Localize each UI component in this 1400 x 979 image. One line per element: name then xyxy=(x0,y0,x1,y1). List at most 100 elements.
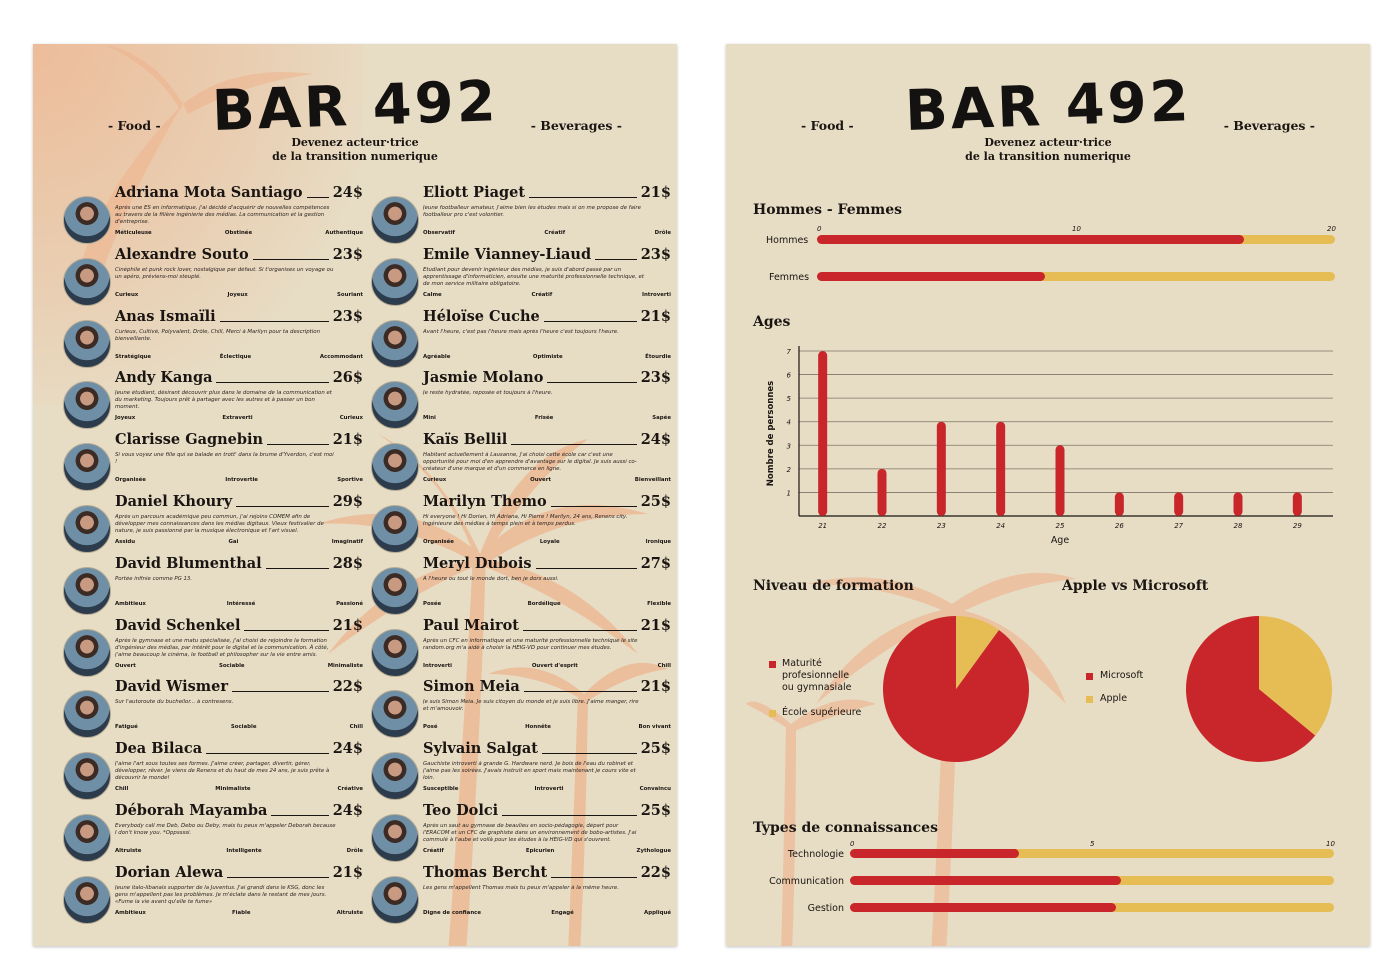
trait: Bon vivant xyxy=(638,724,671,731)
person-name: Clarisse Gagnebin xyxy=(115,431,264,449)
price: 25$ xyxy=(640,802,671,819)
price: 22$ xyxy=(640,863,671,881)
menu-item: Daniel Khoury 29$ Après un parcours académ… xyxy=(63,493,363,555)
knowledge-bar xyxy=(850,903,1334,912)
legend-swatch-red xyxy=(769,661,776,668)
trait: Mini xyxy=(423,415,436,422)
legend-swatch-yellow xyxy=(1086,696,1093,703)
avatar xyxy=(63,443,111,492)
person-description: Si vous voyez une fille qui se balade en… xyxy=(115,452,334,466)
gender-label-men: Hommes xyxy=(766,235,809,246)
menu-item: Dea Bilaca 24$ J'aime l'art sous toutes se… xyxy=(63,740,363,802)
avatar xyxy=(63,505,111,553)
trait-list: Susceptible Introverti Convaincu xyxy=(423,786,671,792)
trait: Curieux xyxy=(115,291,139,298)
person-description: Jeune étudiant, désirant découvrir plus … xyxy=(115,390,332,411)
trait: Observatif xyxy=(423,230,455,236)
person-name: Simon Meia xyxy=(423,678,520,696)
trait: Drôle xyxy=(654,230,671,236)
trait-list: Introverti Ouvert d'esprit Chill xyxy=(423,663,671,669)
avatar xyxy=(63,875,111,924)
menu-item: Alexandre Souto 23$ Cinéphile et punk rock… xyxy=(63,246,363,308)
legend-swatch-red xyxy=(1086,673,1093,680)
knowledge-label: Gestion xyxy=(807,903,844,914)
food-tag: - Food - xyxy=(801,118,854,133)
menu-item: David Wismer 22$ Sur l'autoroute du buchei… xyxy=(63,678,363,740)
price: 21$ xyxy=(332,431,363,449)
menu-poster: - Food - BAR 492 - Beverages - Devenez a… xyxy=(33,44,677,946)
trait: Ambitieux xyxy=(115,909,146,916)
person-description: Hi everyone ! Hi Dorian, Hi Adriana, Hi … xyxy=(423,514,628,527)
menu-item: Adriana Mota Santiago 24$ Après une ES en … xyxy=(63,184,363,246)
trait: Loyale xyxy=(539,539,560,545)
menu-item: Andy Kanga 26$ Jeune étudiant, désirant dé… xyxy=(63,369,363,431)
person-description: Je reste hydratée, reposée et toujours à… xyxy=(423,390,553,397)
price: 22$ xyxy=(332,678,363,696)
age-bar xyxy=(1233,492,1243,516)
food-tag: - Food - xyxy=(108,118,161,133)
trait-list: Altruiste Intelligente Drôle xyxy=(115,848,363,854)
trait: Bordélique xyxy=(527,600,561,607)
trait: Engagé xyxy=(551,909,574,916)
price: 21$ xyxy=(332,616,363,634)
formation-legend-label: École supérieure xyxy=(782,707,862,718)
person-name: Dea Bilaca xyxy=(115,740,203,758)
dot-leader xyxy=(536,567,637,569)
price: 23$ xyxy=(332,245,363,263)
menu-item: Dorian Alewa 21$ Jeune italo-libanais supp… xyxy=(63,864,363,926)
trait: Optimiste xyxy=(532,353,563,360)
trait: Sportive xyxy=(337,477,363,484)
person-name: Jasmie Molano xyxy=(423,369,544,387)
trait: Ouvert xyxy=(530,477,551,484)
trait: Curieux xyxy=(423,477,447,484)
person-description: Les gens m'appellent Thomas mais tu peux… xyxy=(423,884,619,891)
trait: Flexible xyxy=(647,600,671,607)
price: 26$ xyxy=(332,369,363,387)
trait: Sapée xyxy=(652,415,671,422)
trait: Organisée xyxy=(423,539,454,545)
x-tick-label: 28 xyxy=(1234,522,1243,530)
dot-leader xyxy=(523,629,637,631)
avatar xyxy=(63,814,111,862)
trait: Honnête xyxy=(525,724,551,731)
palm-leaf-corner xyxy=(73,44,313,299)
beverages-tag: - Beverages - xyxy=(1223,118,1315,133)
knowledge-bar xyxy=(850,876,1334,885)
ages-title: Ages xyxy=(753,314,791,330)
trait-list: Stratégique Éclectique Accommodant xyxy=(115,354,363,360)
menu-item: Simon Meia 21$ Je suis Simon Meia. Je suis… xyxy=(371,678,671,740)
y-tick-label: 3 xyxy=(787,442,791,450)
trait-list: Assidu Gai Imaginatif xyxy=(115,539,363,545)
knowledge-bar-fill xyxy=(850,849,1020,858)
menu-item: Kaïs Bellil 24$ Habitant actuellement à La… xyxy=(371,431,671,493)
formation-legend-label: Maturité profesionnelle ou gymnasiale xyxy=(782,658,852,693)
pie-slice xyxy=(1259,616,1332,736)
person-name: Kaïs Bellil xyxy=(423,431,508,449)
menu-item: David Blumenthal 28$ Portée infinie comme … xyxy=(63,555,363,617)
trait: Imaginatif xyxy=(331,539,363,545)
os-title: Apple vs Microsoft xyxy=(1062,578,1209,594)
person-name: Sylvain Salgat xyxy=(423,740,538,758)
legend-swatch-yellow xyxy=(769,710,776,717)
knowledge-bar-fill xyxy=(850,876,1122,885)
menu-item: Eliott Piaget 21$ Jeune footballeur amateu… xyxy=(371,184,671,246)
price: 23$ xyxy=(332,307,363,325)
trait: Obstinée xyxy=(224,230,253,236)
beverages-tag: - Beverages - xyxy=(530,118,622,133)
avatar xyxy=(63,381,111,430)
trait: Agréable xyxy=(423,353,451,360)
gender-bar-men xyxy=(817,235,1335,244)
trait: Chill xyxy=(115,786,129,793)
avatar xyxy=(371,566,419,615)
person-name: Emile Vianney-Liaud xyxy=(423,245,592,263)
trait-list: Observatif Créatif Drôle xyxy=(423,230,671,236)
trait: Intéressé xyxy=(226,600,256,607)
dot-leader xyxy=(544,320,637,322)
x-tick-label: 22 xyxy=(878,522,887,530)
menu-item: Déborah Mayamba 24$ Everybody call me Deb,… xyxy=(63,802,363,864)
pie-slice xyxy=(956,616,999,689)
menu-item: Jasmie Molano 23$ Je reste hydratée, repos… xyxy=(371,369,671,431)
menu-item: Paul Mairot 21$ Après un CFC en informatiq… xyxy=(371,617,671,679)
age-bar xyxy=(1174,492,1184,516)
trait: Introverti xyxy=(641,291,671,298)
